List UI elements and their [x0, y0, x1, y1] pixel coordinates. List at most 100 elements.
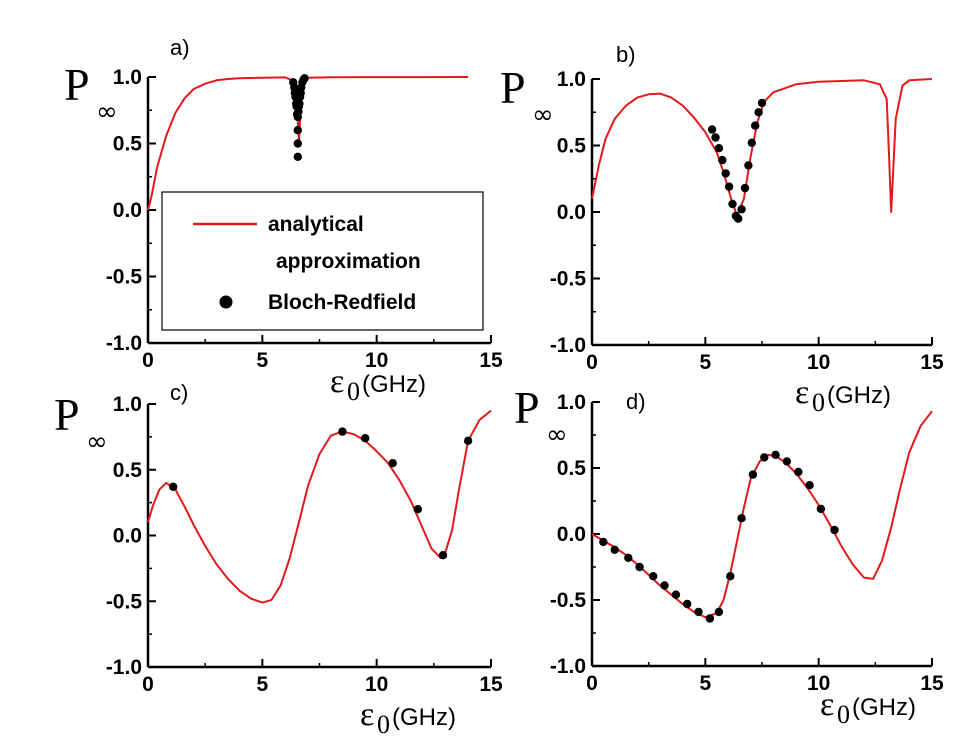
y-axis-label: P: [64, 59, 90, 110]
legend-bloch-redfield-label: Bloch-Redfield: [268, 291, 416, 314]
y-axis-label: P: [54, 389, 80, 440]
panel-c: -1.0-0.50.00.51.00 5 10 15c)P∞ε 0 (GHz): [54, 380, 503, 739]
legend-bloch-redfield-swatch: [219, 295, 233, 309]
x-tick-label: 5: [256, 349, 268, 372]
x-tick-label: 15: [920, 351, 944, 374]
x-axis-label-symbol: ε: [820, 686, 834, 723]
x-axis-label-symbol: ε: [360, 696, 374, 733]
panel-label: d): [626, 389, 646, 414]
x-tick-label: 0: [586, 351, 598, 374]
x-tick-label: 15: [479, 673, 503, 696]
bloch-redfield-point: [757, 98, 767, 108]
bloch-redfield-point: [724, 182, 734, 191]
bloch-redfield-point: [726, 572, 735, 581]
x-tick-label: 0: [142, 673, 154, 696]
y-tick-label: 0.5: [557, 457, 587, 480]
bloch-redfield-point: [805, 481, 814, 490]
y-tick-label: 1.0: [113, 66, 142, 89]
x-tick-label: 5: [256, 673, 268, 696]
x-axis-label-units: (GHz): [392, 704, 456, 731]
y-tick-label: 1.0: [113, 393, 142, 416]
y-tick-label: 0.0: [113, 199, 142, 222]
bloch-redfield-point: [293, 126, 302, 135]
bloch-redfield-point: [683, 599, 692, 609]
panel-b: -1.0-0.50.00.51.00 5 10 15b)P∞ε 0 (GHz): [500, 42, 944, 417]
y-axis-label: P: [500, 62, 526, 113]
legend-analytical-label-2: approximation: [276, 250, 421, 273]
bloch-redfield-point: [771, 450, 780, 459]
bloch-redfield-point: [293, 139, 302, 148]
bloch-redfield-point: [295, 99, 304, 108]
y-tick-label: 1.0: [557, 68, 586, 91]
analytical-curve: [147, 76, 469, 211]
x-tick-label: 10: [365, 673, 388, 696]
y-tick-label: -0.5: [550, 589, 587, 612]
y-axis-label-subscript: ∞: [96, 97, 118, 127]
x-axis-label-symbol: ε: [795, 374, 809, 411]
bloch-redfield-point: [660, 581, 669, 590]
x-tick-label: 5: [699, 351, 711, 374]
bloch-redfield-point: [734, 214, 743, 223]
x-axis-label-symbol: ε: [330, 363, 344, 400]
y-tick-label: -0.5: [550, 268, 587, 291]
y-tick-label: 0.0: [557, 201, 586, 224]
bloch-redfield-point: [711, 133, 720, 142]
bloch-redfield-point: [388, 459, 397, 468]
x-axis-label-subscript: 0: [377, 710, 390, 739]
x-axis-label-subscript: 0: [812, 388, 825, 417]
bloch-redfield-point: [290, 88, 299, 98]
x-tick-label: 10: [807, 351, 830, 374]
y-axis-label-subscript: ∞: [546, 420, 568, 450]
bloch-redfield-point: [740, 183, 750, 193]
bloch-redfield-point: [751, 121, 760, 130]
bloch-redfield-point: [782, 457, 792, 466]
y-tick-label: 0.5: [557, 135, 587, 158]
y-tick-label: 1.0: [557, 391, 586, 414]
bloch-redfield-point: [694, 607, 703, 617]
y-tick-label: -0.5: [106, 590, 143, 613]
analytical-curve: [591, 410, 933, 619]
bloch-redfield-point: [438, 551, 448, 560]
panel-label: b): [616, 42, 636, 67]
y-tick-label: 0.0: [113, 525, 142, 548]
bloch-redfield-point: [294, 107, 303, 116]
panel-label: a): [170, 35, 190, 60]
y-tick-label: -1.0: [106, 332, 142, 355]
bloch-redfield-point: [794, 467, 803, 477]
bloch-redfield-point: [744, 161, 753, 170]
panel-a: -1.0-0.50.00.51.00 5 10 15a)P∞ε 0 (GHz): [64, 35, 503, 406]
bloch-redfield-point: [293, 152, 302, 161]
y-tick-label: -1.0: [550, 655, 586, 678]
bloch-redfield-point: [714, 607, 724, 617]
x-tick-label: 0: [142, 349, 154, 372]
x-axis-label-units: (GHz): [362, 371, 426, 398]
bloch-redfield-point: [718, 155, 727, 165]
bloch-redfield-point: [624, 553, 633, 562]
bloch-redfield-point: [635, 562, 644, 572]
bloch-redfield-point: [816, 504, 826, 514]
bloch-redfield-point: [728, 199, 737, 209]
x-tick-label: 10: [365, 349, 388, 372]
x-tick-label: 5: [699, 672, 711, 695]
bloch-redfield-point: [737, 205, 746, 214]
bloch-redfield-point: [714, 144, 724, 153]
bloch-redfield-point: [754, 108, 763, 117]
x-axis-label-subscript: 0: [837, 700, 850, 729]
y-tick-label: -1.0: [550, 334, 586, 357]
bloch-redfield-point: [748, 470, 758, 479]
bloch-redfield-point: [721, 169, 730, 178]
bloch-redfield-point: [760, 453, 769, 462]
bloch-redfield-point: [610, 545, 619, 554]
bloch-redfield-point: [649, 572, 658, 581]
legend-box: [161, 191, 484, 331]
bloch-redfield-point: [830, 525, 839, 535]
legend-analytical-label: analytical: [268, 213, 364, 236]
bloch-redfield-point: [737, 514, 746, 523]
panel-label: c): [170, 380, 188, 405]
legend: analytical approximation Bloch-Redfield: [161, 191, 484, 331]
bloch-redfield-point: [705, 614, 715, 623]
x-tick-label: 10: [807, 672, 830, 695]
analytical-curve: [147, 409, 492, 604]
bloch-redfield-point: [707, 125, 717, 134]
